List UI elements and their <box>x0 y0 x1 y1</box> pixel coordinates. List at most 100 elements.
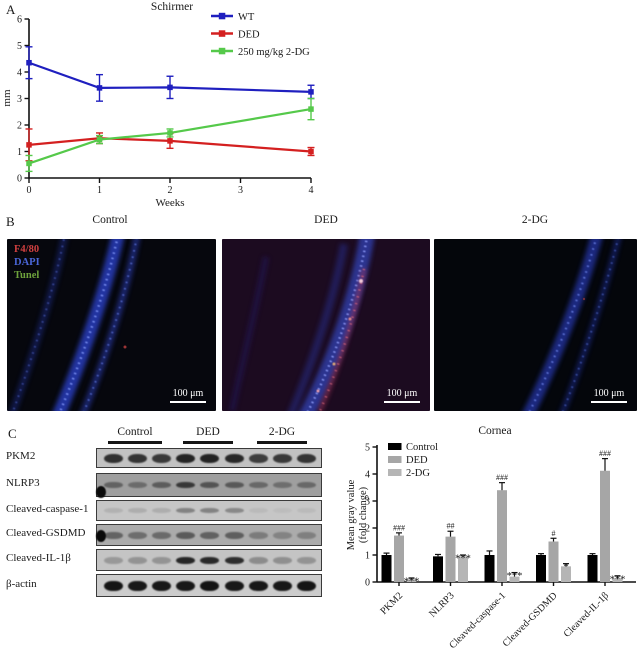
blot-band <box>103 531 123 539</box>
data-point <box>96 136 103 143</box>
data-point <box>308 89 314 95</box>
blot-group-ded: DED <box>196 426 220 438</box>
data-point <box>96 85 103 91</box>
data-point <box>26 142 32 148</box>
significance-label: ### <box>393 523 405 532</box>
series-line <box>28 137 312 153</box>
blot-strip <box>96 549 322 571</box>
legend-swatch <box>388 469 402 476</box>
bar <box>536 555 546 582</box>
scale-bar: 100 μm <box>170 388 206 403</box>
bar <box>612 578 623 582</box>
significance-label: ## <box>447 522 455 531</box>
y-axis-label: (fold change) <box>358 486 369 543</box>
blot-band <box>176 482 196 488</box>
series-line <box>28 108 312 165</box>
y-tick-label: 2 <box>17 121 22 132</box>
legend-marker <box>218 30 226 37</box>
significance-label: ### <box>599 449 611 458</box>
significance-label: *** <box>455 554 471 565</box>
blot-band <box>224 580 244 591</box>
blot-band <box>127 580 147 591</box>
x-category-label: Cleaved-GSDMD <box>501 590 560 649</box>
y-tick-label: 1 <box>17 147 22 158</box>
blot-band <box>127 531 147 539</box>
blot-row-label: PKM2 <box>6 450 36 462</box>
bar <box>497 490 507 582</box>
blot-group-control: Control <box>117 426 153 438</box>
blot-strip <box>96 574 322 597</box>
blot-band <box>152 482 171 488</box>
scale-bar-line <box>591 401 627 403</box>
legend-swatch <box>388 456 402 463</box>
blot-row-label: Cleaved-IL-1β <box>6 552 71 564</box>
scale-bar: 100 μm <box>591 388 627 403</box>
blot-band <box>248 556 268 564</box>
significance-label: *** <box>610 574 626 585</box>
panel-a-label: A <box>6 2 16 17</box>
panel-b-column-2dg: 2-DG <box>521 214 549 226</box>
blot-band <box>224 482 244 488</box>
blot-band <box>273 556 292 564</box>
bar <box>433 556 443 582</box>
blot-band <box>103 508 123 513</box>
y-tick-label: 0 <box>365 578 370 589</box>
data-point <box>26 59 32 66</box>
data-point <box>167 84 173 91</box>
significance-label: * <box>563 562 568 573</box>
significance-label: ### <box>496 473 508 482</box>
blot-row-label: NLRP3 <box>6 477 40 489</box>
panel-b-column-ded: DED <box>314 214 338 226</box>
blot-artifact-blob <box>96 486 106 498</box>
bar <box>406 579 417 582</box>
panel-b-label: B <box>6 214 15 229</box>
cornea-bar-chart: 0 1 2 3 4 5 Cornea Mean gray value (fold change)… <box>346 425 636 651</box>
data-point <box>308 148 314 155</box>
blot-band <box>273 482 292 488</box>
y-tick-label: 4 <box>17 68 22 79</box>
blot-strip <box>96 500 322 521</box>
stain-label-dapi: DAPI <box>14 257 40 268</box>
blot-band <box>297 482 317 488</box>
bar <box>445 536 456 582</box>
blot-strip <box>96 524 322 546</box>
blot-row-label: Cleaved-GSDMD <box>6 527 86 539</box>
blot-band <box>297 453 317 463</box>
y-tick-label: 5 <box>17 41 22 52</box>
bar <box>587 555 598 582</box>
blot-band <box>176 556 196 564</box>
blot-band <box>127 556 147 564</box>
blot-band <box>127 482 147 488</box>
blot-group-underline-ded <box>183 441 233 444</box>
blot-band <box>200 556 220 564</box>
blot-group-underline-2dg <box>257 441 307 444</box>
legend-marker <box>218 12 226 20</box>
scale-bar-line <box>170 401 206 403</box>
blot-band <box>200 531 220 539</box>
schirmer-line-chart: 0 1 2 3 4 0 1 2 3 4 5 6 Schirmer Weeks mm WT DED 250 mg/k… <box>1 1 315 209</box>
fluorescence-arcs-2dg <box>523 239 622 411</box>
stain-label-f480: F4/80 <box>14 244 40 255</box>
blot-artifact-blob <box>96 530 106 542</box>
y-tick-label: 4 <box>365 470 370 481</box>
stain-labels: F4/80 DAPI Tunel <box>14 243 40 282</box>
blot-row-label: β-actin <box>6 577 37 590</box>
fluorescence-image-control: F4/80 DAPI Tunel 100 μm <box>7 239 216 411</box>
y-tick-label: 0 <box>17 174 22 185</box>
data-point <box>26 160 32 167</box>
blot-band <box>127 453 147 463</box>
y-axis-label: Mean gray value <box>346 479 357 550</box>
blot-band <box>273 508 292 513</box>
data-point <box>167 138 173 144</box>
significance-label: # <box>552 529 556 538</box>
bar <box>561 566 571 582</box>
blot-band <box>200 580 220 591</box>
legend-swatch <box>388 443 402 450</box>
data-point <box>308 106 314 112</box>
y-tick-label: 5 <box>365 443 370 454</box>
scale-bar: 100 μm <box>384 388 420 403</box>
x-tick-label: 1 <box>97 185 102 196</box>
blot-band <box>176 453 196 463</box>
blot-band <box>152 580 171 591</box>
y-tick-label: 6 <box>17 15 22 26</box>
